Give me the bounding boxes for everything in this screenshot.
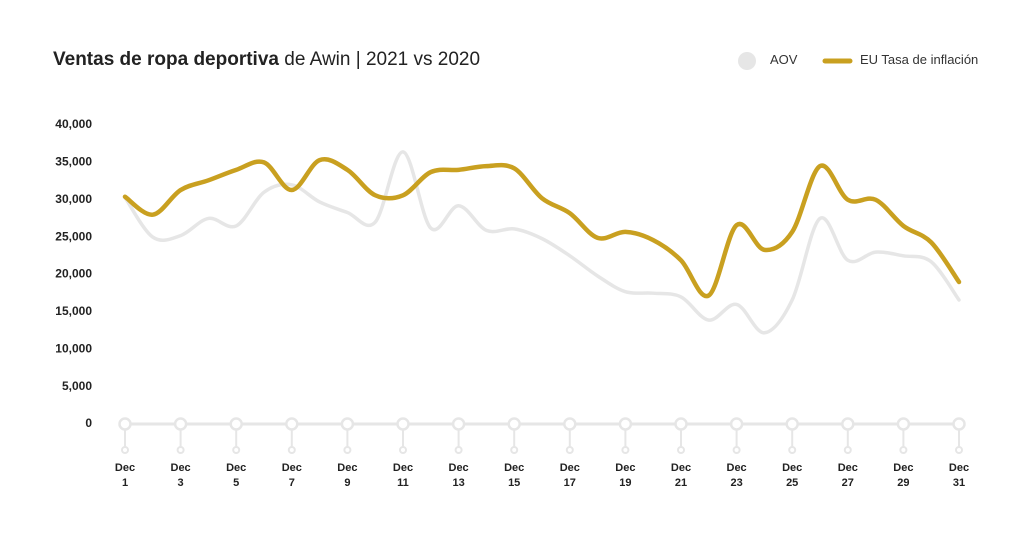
x-tick-label: Dec 25 xyxy=(782,462,803,489)
x-tick-dot xyxy=(563,417,577,431)
x-tick-dot xyxy=(396,417,410,431)
x-tick-label: Dec 17 xyxy=(559,462,580,489)
title-bold: Ventas de ropa deportiva xyxy=(53,49,279,70)
x-tick-label: Dec 29 xyxy=(893,462,914,489)
x-tick-dot xyxy=(451,417,466,431)
x-tick-label: Dec 31 xyxy=(948,462,970,489)
x-tick-dot xyxy=(955,446,963,454)
x-tick-label: Dec 13 xyxy=(448,462,469,489)
x-tick-dot xyxy=(118,417,132,431)
x-tick-label: Dec 9 xyxy=(337,462,358,489)
x-tick-dot xyxy=(340,417,355,431)
y-tick-label: 30,000 xyxy=(55,192,92,206)
x-tick-label: Dec 27 xyxy=(837,462,858,489)
x-tick-dot xyxy=(565,446,574,454)
y-tick-label: 20,000 xyxy=(55,267,92,281)
x-tick-dot xyxy=(232,446,241,454)
x-tick-dot xyxy=(287,446,296,454)
legend-swatch xyxy=(738,52,756,70)
x-tick-dot xyxy=(618,417,633,431)
y-tick-label: 40,000 xyxy=(55,117,92,131)
x-tick-label: Dec 11 xyxy=(392,462,414,489)
x-tick-dot xyxy=(454,446,463,454)
x-tick-dot xyxy=(843,446,852,454)
x-tick-label: Dec 21 xyxy=(670,462,692,489)
x-tick-dot xyxy=(674,417,688,431)
x-tick-dot xyxy=(285,417,299,431)
x-tick-dot xyxy=(399,446,407,454)
x-tick-label: Dec 23 xyxy=(726,462,747,489)
y-tick-label: 5,000 xyxy=(62,379,92,393)
x-tick-label: Dec 5 xyxy=(226,462,247,489)
title-rest: de Awin | 2021 vs 2020 xyxy=(284,49,481,70)
x-tick-dot xyxy=(785,417,799,431)
legend-label: AOV xyxy=(770,52,798,67)
chart-title: Ventas de ropa deportiva de Awin | 2021 … xyxy=(53,49,480,71)
line-series xyxy=(122,157,962,299)
x-tick-dot xyxy=(841,417,855,431)
x-tick-dot xyxy=(896,417,911,431)
y-tick-label: 15,000 xyxy=(55,304,92,318)
x-tick-dot xyxy=(173,417,188,431)
x-tick-label: Dec 15 xyxy=(504,462,525,489)
x-tick-dot xyxy=(677,446,685,454)
x-tick-dot xyxy=(343,446,352,454)
x-tick-dot xyxy=(729,417,744,431)
y-tick-label: 10,000 xyxy=(55,341,92,355)
y-tick-label: 25,000 xyxy=(55,229,92,243)
x-tick-dot xyxy=(621,446,630,454)
x-tick-dot xyxy=(788,446,797,454)
x-tick-label: Dec 19 xyxy=(615,462,636,489)
legend-label: EU Tasa de inflación xyxy=(860,52,979,67)
x-tick-dot xyxy=(121,446,129,454)
x-tick-label: Dec 1 xyxy=(114,462,136,489)
x-tick-dot xyxy=(899,446,908,454)
x-tick-dot xyxy=(176,446,185,454)
x-tick-dot xyxy=(229,417,243,431)
y-tick-label: 35,000 xyxy=(55,155,92,169)
y-tick-label: 0 xyxy=(85,416,92,430)
x-tick-label: Dec 3 xyxy=(170,462,191,489)
x-tick-dot xyxy=(952,417,966,431)
x-tick-dot xyxy=(732,446,741,454)
x-tick-dot xyxy=(510,446,519,454)
line-series xyxy=(123,150,961,335)
x-tick-dot xyxy=(507,417,521,431)
x-tick-label: Dec 7 xyxy=(281,462,302,489)
